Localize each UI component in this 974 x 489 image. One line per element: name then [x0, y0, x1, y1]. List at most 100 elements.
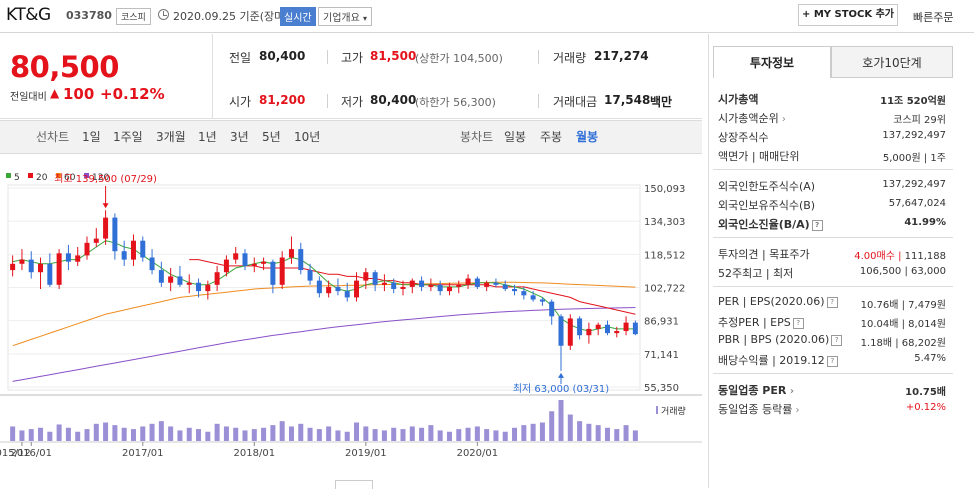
change-percent: +0.12% [100, 85, 165, 103]
tab-invest-info[interactable]: 투자정보 [713, 46, 831, 78]
volume-bar [168, 426, 174, 441]
period-1w[interactable]: 1주일 [113, 130, 143, 144]
chart-toggle-handle[interactable] [335, 480, 373, 489]
period-5y[interactable]: 5년 [262, 130, 281, 144]
volume-bar [130, 429, 136, 441]
candle-body [10, 263, 16, 271]
candles [10, 210, 638, 371]
invest-row-label: 외국인소진율(B/A)? [718, 216, 823, 232]
chevron-right-icon[interactable]: › [792, 405, 800, 416]
volume-bar [493, 430, 499, 441]
invest-row-label: 상장주식수 [718, 129, 769, 145]
volume-bar [251, 429, 257, 441]
volume-legend-label: 거래량 [661, 405, 686, 417]
help-icon[interactable]: ? [826, 296, 838, 308]
volume-bar [279, 421, 285, 441]
volume-bar [614, 429, 620, 441]
quote-grid [212, 34, 702, 119]
candle-body [298, 249, 304, 271]
invest-row-value: 코스피 29위 [893, 115, 946, 126]
change-value: 100 [63, 85, 95, 103]
volume-bar [577, 421, 583, 441]
period-10y[interactable]: 10년 [294, 130, 321, 144]
volume-bar [19, 430, 25, 441]
candle-body [75, 255, 81, 262]
stock-code: 033780 [66, 9, 112, 22]
realtime-button[interactable]: 실시간 [280, 7, 316, 26]
invest-row-value: +0.12% [905, 402, 946, 413]
invest-row-value: 5,000원 | 1주 [882, 153, 946, 164]
volume-bar [437, 430, 443, 441]
company-info-label: 기업개요 [323, 13, 360, 24]
volume-bar [205, 431, 211, 441]
volume-bar [549, 411, 555, 441]
period-bar [0, 120, 702, 154]
legend-swatch [84, 173, 89, 178]
candle-body [521, 291, 527, 296]
stock-chart: 5 20 60 120 150,093 134,303 118,512 102,722 86,… [0, 153, 702, 488]
candle-body [400, 286, 406, 290]
help-icon[interactable]: ? [811, 219, 823, 231]
divider [327, 50, 328, 64]
candle-body [539, 299, 545, 302]
company-info-dropdown[interactable]: 기업개요 ▾ [318, 7, 373, 26]
help-icon[interactable]: ? [792, 317, 804, 329]
mystock-add-button[interactable]: + MY STOCK 추가 [798, 4, 898, 26]
candle-body [391, 282, 397, 290]
invest-row-label: 시가총액순위 › [718, 110, 786, 126]
candle-body [196, 282, 202, 292]
period-1d[interactable]: 1일 [82, 130, 101, 144]
candle-body [93, 238, 99, 243]
invest-row-label: 액면가 | 매매단위 [718, 148, 800, 164]
candle-daily[interactable]: 일봉 [504, 130, 527, 144]
volume-bar [344, 431, 350, 441]
volume-bar [47, 431, 53, 441]
candle-body [307, 270, 313, 281]
divider [538, 50, 539, 64]
quick-order-link[interactable]: 빠른주문 [913, 11, 954, 24]
candle-body [363, 272, 369, 281]
prev-value: 80,400 [259, 49, 306, 63]
candle-body [38, 263, 44, 273]
invest-value-text: 111,188 [904, 251, 946, 262]
chevron-right-icon[interactable]: › [786, 386, 794, 397]
candle-body [335, 286, 341, 292]
volume-bar [28, 429, 34, 441]
invest-label-text: 시가총액 [718, 93, 759, 106]
invest-label-text: 동일업종 PER [718, 384, 787, 397]
candle-body [84, 242, 90, 256]
volume-bar [140, 426, 146, 441]
candle-body [168, 276, 174, 283]
x-tick-label: 2017/01 [122, 448, 164, 459]
x-tick-label: 2016/01 [10, 448, 52, 459]
candle-weekly[interactable]: 주봉 [540, 130, 563, 144]
candle-body [214, 272, 220, 285]
volume-bar [242, 430, 248, 441]
amount-unit: 백만 [650, 95, 673, 109]
chevron-right-icon[interactable]: › [778, 114, 786, 125]
volume-bar [484, 429, 490, 441]
candle-monthly[interactable]: 월봉 [576, 130, 599, 144]
candle-body [279, 257, 285, 285]
max-arrow-head [102, 203, 109, 209]
candle-body [474, 278, 480, 287]
ma120-line [12, 307, 636, 382]
invest-row-value: 106,500 | 63,000 [859, 266, 946, 277]
volume-bar [381, 430, 387, 441]
volume-bar [298, 423, 304, 441]
candle-body [130, 240, 136, 260]
help-icon[interactable]: ? [826, 355, 838, 367]
tab-orderbook[interactable]: 호가10단계 [831, 46, 953, 78]
period-1y[interactable]: 1년 [198, 130, 217, 144]
volume-bar [186, 427, 192, 441]
help-icon[interactable]: ? [831, 334, 843, 346]
invest-row-label: 동일업종 등락률 › [718, 401, 800, 417]
current-price: 80,500 [10, 50, 119, 84]
period-3y[interactable]: 3년 [230, 130, 249, 144]
invest-label-text: 시가총액순위 [718, 112, 779, 125]
amount-label: 거래대금 [553, 95, 598, 109]
candle-body [484, 282, 490, 287]
candle-body [623, 322, 629, 332]
stock-header [0, 0, 974, 33]
period-3m[interactable]: 3개월 [156, 130, 186, 144]
